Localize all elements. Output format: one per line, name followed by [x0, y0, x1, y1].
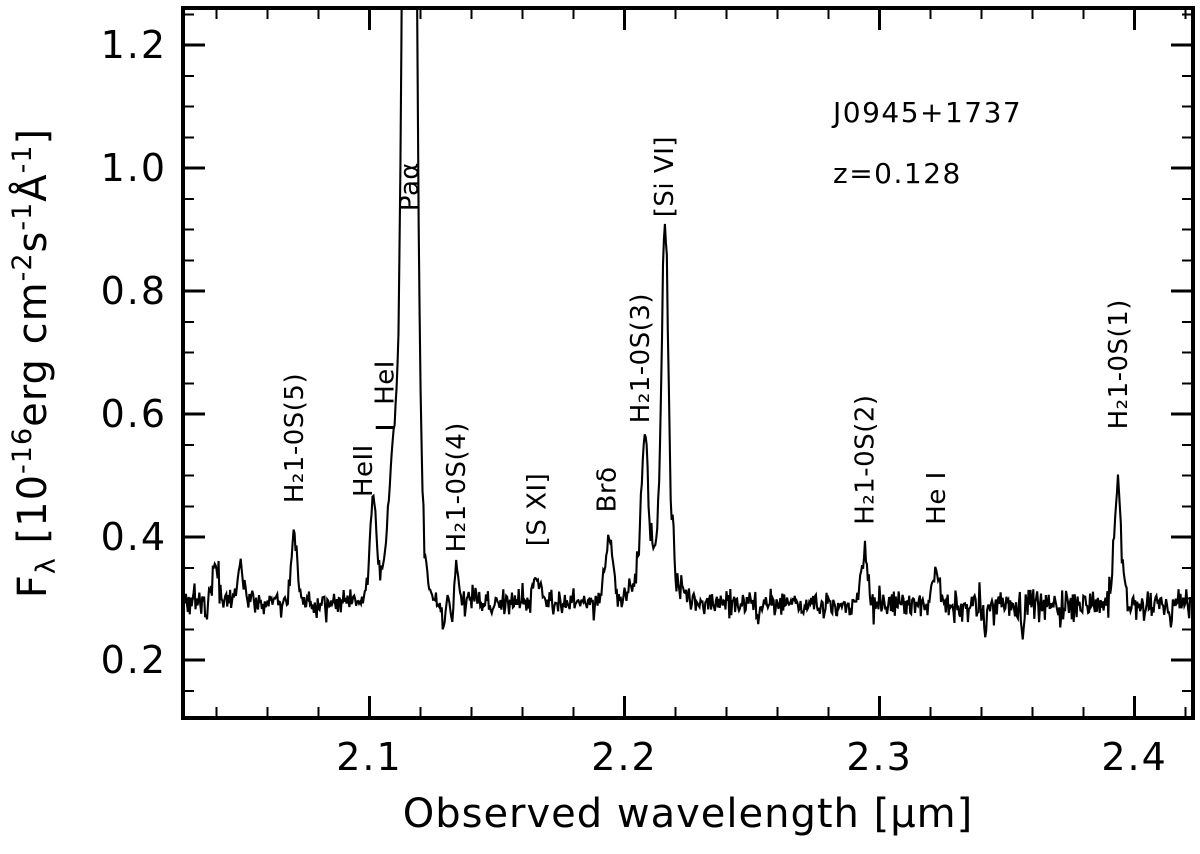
- x-tick-label: 2.4: [1101, 735, 1167, 779]
- x-tick-label: 2.2: [591, 735, 657, 779]
- x-tick-label: 2.1: [336, 735, 402, 779]
- line-label: Paα: [395, 162, 425, 211]
- line-label: H₂1-0S(5): [280, 373, 310, 503]
- line-label: H₂1-0S(4): [442, 422, 472, 552]
- y-tick-label: 0.4: [101, 515, 167, 559]
- line-label: HeI: [371, 360, 401, 405]
- spectrum-line: [183, 8, 1193, 640]
- y-tick-label: 0.8: [101, 269, 167, 313]
- redshift-label: z=0.128: [833, 157, 962, 190]
- y-tick-label: 1.2: [101, 23, 167, 67]
- line-label: [S XI]: [523, 473, 553, 547]
- line-label: HeII: [349, 444, 379, 497]
- line-label: He I: [922, 471, 952, 524]
- line-label: H₂1-0S(2): [850, 394, 880, 524]
- object-name-label: J0945+1737: [833, 96, 1023, 129]
- line-label: H₂1-0S(3): [626, 293, 656, 423]
- line-label: H₂1-0S(1): [1104, 299, 1134, 429]
- y-axis-label: Fλ [10-16erg cm-2s-1Å-1]: [7, 128, 62, 598]
- line-label: [Si VI]: [650, 136, 680, 217]
- y-tick-label: 0.6: [101, 392, 167, 436]
- x-axis-label: Observed wavelength [μm]: [402, 791, 974, 837]
- x-tick-label: 2.3: [846, 735, 912, 779]
- plot-frame: [181, 6, 1195, 720]
- y-tick-label: 0.2: [101, 638, 167, 682]
- y-tick-label: 1.0: [101, 146, 167, 190]
- line-label: Brδ: [593, 466, 623, 512]
